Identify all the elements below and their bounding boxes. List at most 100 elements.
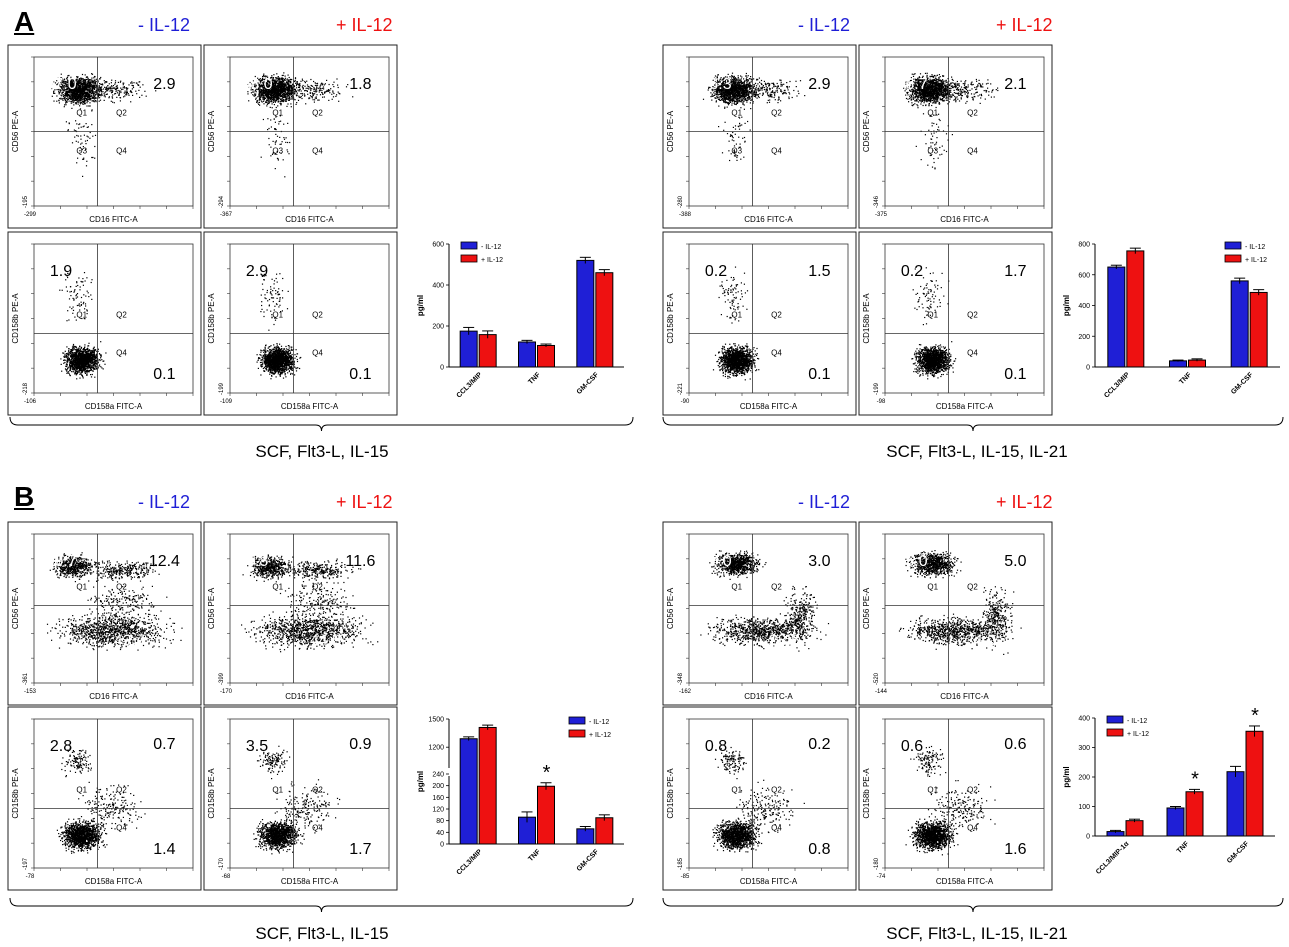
axis-break [445, 768, 626, 776]
quadrant-percentage: 1.7 [1004, 263, 1026, 280]
event-dots [702, 72, 806, 162]
category-label: TNF [527, 371, 542, 386]
gate-label: Q3 [76, 147, 87, 156]
quadrant-percentage: 0.6 [901, 738, 923, 755]
legend-label: + IL-12 [1245, 257, 1267, 264]
gate-label: Q2 [967, 583, 978, 592]
quadrant-percentage: 28.5 [769, 633, 800, 650]
y-tick-label: 40 [436, 830, 444, 837]
quadrant-percentage: 2.9 [153, 76, 175, 93]
y-axis-min-label: -294 [219, 195, 225, 208]
bar [1126, 250, 1145, 368]
y-tick-label: 0 [440, 842, 444, 849]
y-axis-label: CD158b PE-A [11, 293, 20, 344]
quadrant-percentage: 1.5 [808, 263, 830, 280]
gate-label: Q1 [272, 785, 283, 794]
quadrant-percentage: 55.0 [896, 553, 927, 570]
x-axis-min-label: -388 [679, 212, 692, 218]
x-axis-label: CD16 FITC-A [940, 215, 989, 224]
gate-label: Q2 [116, 310, 127, 319]
gate-label: Q1 [731, 785, 742, 794]
y-tick-label: 400 [1078, 716, 1090, 723]
event-dots [51, 73, 157, 177]
condition-label-plus: + IL-12 [336, 493, 393, 511]
significance-marker: * [543, 762, 551, 784]
quadrant-percentage: 0.1 [153, 366, 175, 383]
y-axis-label: CD56 PE-A [11, 110, 20, 152]
group-brace [662, 897, 1284, 913]
flow-plot-B1-minus-kir: CD158a FITC-A CD158b PE-A -78 -197 2.8 0.7 1.4… [7, 706, 202, 891]
panel-label-a: A [14, 8, 34, 36]
x-axis-label: CD158a FITC-A [85, 877, 143, 886]
bar-chart-A-left: 0 200 400 600 pg/ml CCL3/MIP TNF GM-CSF - IL-12 +… [416, 242, 624, 400]
category-label: TNF [1178, 371, 1193, 386]
bar [1107, 266, 1126, 368]
bar [478, 334, 497, 368]
condition-label-minus: - IL-12 [138, 16, 190, 34]
y-tick-label: 200 [432, 783, 444, 790]
y-axis-min-label: -221 [678, 382, 684, 395]
category-label: TNF [527, 848, 542, 863]
gate-label: Q3 [272, 147, 283, 156]
gate-label: Q2 [312, 583, 323, 592]
flow-plot-frame [203, 44, 398, 229]
x-axis-min-label: -85 [681, 874, 690, 880]
gate-label: Q1 [272, 310, 283, 319]
y-tick-label: 300 [1078, 745, 1090, 752]
y-axis-min-label: -520 [874, 672, 880, 685]
category-label: CCL3/MIP-1α [1095, 840, 1131, 876]
y-axis-min-label: -361 [23, 672, 29, 685]
legend-swatch [460, 254, 478, 263]
quadrant-percentage: 1.6 [1004, 841, 1026, 858]
gate-label: Q1 [731, 310, 742, 319]
x-axis-label: CD16 FITC-A [744, 692, 793, 701]
y-axis-label: CD56 PE-A [207, 110, 216, 152]
flow-plot-A1-plus: CD16 FITC-A CD56 PE-A -367 -294 98.0 1.8 Q1 Q2 Q… [203, 44, 398, 229]
x-axis-min-label: -78 [26, 874, 35, 880]
quadrant-percentage: 0.1 [349, 366, 371, 383]
gate-label: Q1 [272, 583, 283, 592]
quadrant-percentage: 96.3 [700, 76, 731, 93]
y-axis-min-label: -197 [23, 857, 29, 870]
flow-plot-frame [203, 521, 398, 706]
quadrant-percentage: 3.5 [246, 738, 268, 755]
gate-label: Q2 [116, 109, 127, 118]
quadrant-percentage: 5.0 [1004, 553, 1026, 570]
x-axis-min-label: -90 [681, 399, 690, 405]
quadrant-percentage: 0.2 [808, 736, 830, 753]
x-axis-min-label: -109 [220, 399, 233, 405]
quadrant-percentage: 0.1 [808, 366, 830, 383]
quadrant-percentage: 42.7 [114, 633, 145, 650]
event-dots [59, 272, 107, 380]
group-caption: SCF, Flt3-L, IL-15 [122, 443, 522, 460]
y-axis-label: CD56 PE-A [862, 587, 871, 629]
bar [1230, 280, 1249, 368]
gate-label: Q4 [116, 348, 127, 357]
x-axis-label: CD16 FITC-A [744, 215, 793, 224]
flow-plot-A1-plus-kir: CD158a FITC-A CD158b PE-A -109 -199 2.9 0.1 Q1… [203, 231, 398, 416]
quadrant-percentage: 2.9 [808, 76, 830, 93]
category-label: GM-CSF [1230, 371, 1255, 396]
y-axis-min-label: -199 [219, 382, 225, 395]
y-tick-label: 0 [1086, 834, 1090, 841]
flow-plot-B1-minus: CD16 FITC-A CD56 PE-A -153 -361 30.7 12.4 42.7… [7, 521, 202, 706]
y-axis-min-label: -399 [219, 672, 225, 685]
bar [1185, 791, 1204, 837]
gate-label: Q4 [967, 348, 978, 357]
flow-plot-frame [662, 44, 857, 229]
y-axis-label: CD56 PE-A [862, 110, 871, 152]
quadrant-percentage: 0.7 [153, 736, 175, 753]
legend-label: - IL-12 [481, 244, 501, 251]
flow-plot-frame [858, 231, 1053, 416]
y-axis-label: CD158b PE-A [862, 768, 871, 819]
legend-swatch [1106, 728, 1124, 737]
y-tick-label: 200 [1078, 775, 1090, 782]
quadrant-percentage: 98.0 [241, 76, 272, 93]
x-axis-label: CD16 FITC-A [89, 215, 138, 224]
x-axis-label: CD158a FITC-A [85, 402, 143, 411]
bar [576, 259, 595, 368]
flow-plot-frame [7, 231, 202, 416]
bar [537, 785, 555, 845]
